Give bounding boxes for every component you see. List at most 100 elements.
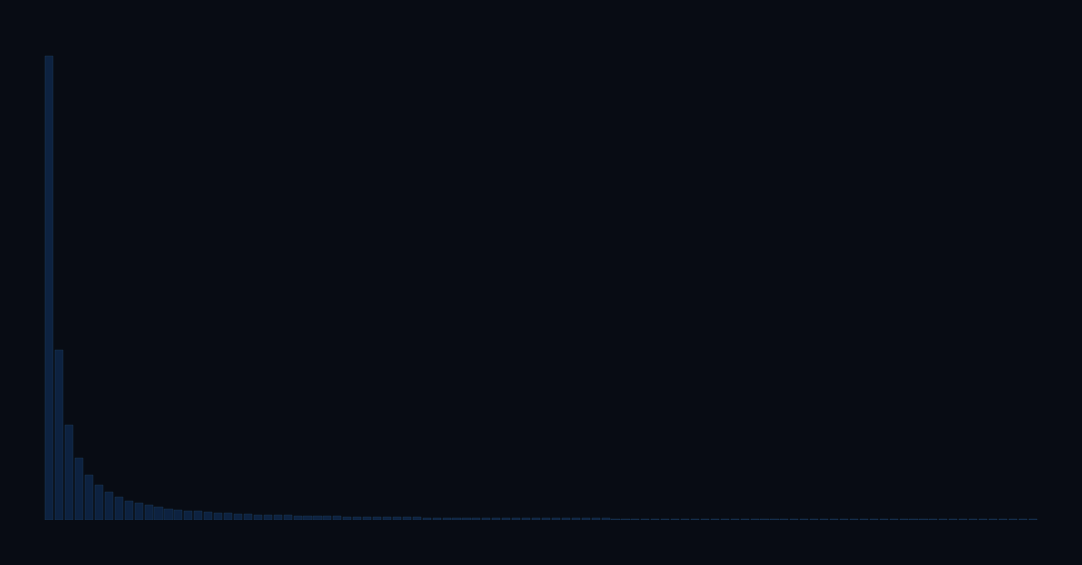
Bar — [423, 518, 431, 520]
Bar — [780, 519, 789, 520]
Bar — [393, 517, 401, 520]
Bar — [115, 497, 123, 520]
Bar — [721, 519, 729, 520]
Bar — [592, 519, 599, 520]
Bar — [473, 518, 480, 520]
Bar — [889, 519, 898, 520]
Bar — [661, 519, 670, 520]
Bar — [55, 350, 63, 520]
Bar — [910, 519, 918, 520]
Bar — [353, 517, 361, 520]
Bar — [243, 514, 252, 520]
Bar — [989, 519, 998, 520]
Bar — [979, 519, 987, 520]
Bar — [611, 519, 620, 520]
Bar — [45, 56, 53, 520]
Bar — [810, 519, 818, 520]
Bar — [343, 516, 352, 520]
Bar — [383, 517, 391, 520]
Bar — [1019, 519, 1027, 520]
Bar — [631, 519, 639, 520]
Bar — [849, 519, 858, 520]
Bar — [234, 514, 242, 520]
Bar — [373, 517, 381, 520]
Bar — [621, 519, 630, 520]
Bar — [65, 425, 74, 520]
Bar — [701, 519, 709, 520]
Bar — [830, 519, 839, 520]
Bar — [204, 512, 212, 520]
Bar — [155, 507, 162, 520]
Bar — [75, 458, 83, 520]
Bar — [293, 516, 302, 520]
Bar — [730, 519, 739, 520]
Bar — [920, 519, 927, 520]
Bar — [711, 519, 718, 520]
Bar — [124, 501, 133, 520]
Bar — [224, 514, 233, 520]
Bar — [324, 516, 331, 520]
Bar — [254, 515, 262, 520]
Bar — [214, 513, 222, 520]
Bar — [105, 492, 113, 520]
Bar — [452, 518, 461, 520]
Bar — [840, 519, 848, 520]
Bar — [333, 516, 342, 520]
Bar — [532, 518, 540, 520]
Bar — [274, 515, 281, 520]
Bar — [95, 485, 103, 520]
Bar — [870, 519, 878, 520]
Bar — [1008, 519, 1017, 520]
Bar — [364, 517, 371, 520]
Bar — [264, 515, 272, 520]
Bar — [483, 518, 490, 520]
Bar — [691, 519, 699, 520]
Bar — [790, 519, 799, 520]
Bar — [582, 519, 590, 520]
Bar — [959, 519, 967, 520]
Bar — [164, 508, 172, 520]
Bar — [443, 518, 451, 520]
Bar — [602, 519, 609, 520]
Bar — [492, 518, 500, 520]
Bar — [512, 518, 520, 520]
Bar — [1029, 519, 1037, 520]
Bar — [522, 518, 530, 520]
Bar — [929, 519, 937, 520]
Bar — [552, 518, 560, 520]
Bar — [860, 519, 868, 520]
Bar — [174, 510, 183, 520]
Bar — [542, 518, 550, 520]
Bar — [651, 519, 659, 520]
Bar — [562, 518, 570, 520]
Bar — [134, 503, 143, 520]
Bar — [880, 519, 888, 520]
Bar — [969, 519, 977, 520]
Bar — [403, 518, 411, 520]
Bar — [999, 519, 1007, 520]
Bar — [145, 506, 153, 520]
Bar — [194, 511, 202, 520]
Bar — [740, 519, 749, 520]
Bar — [642, 519, 649, 520]
Bar — [502, 518, 511, 520]
Bar — [801, 519, 808, 520]
Bar — [761, 519, 768, 520]
Bar — [671, 519, 679, 520]
Bar — [751, 519, 758, 520]
Bar — [939, 519, 948, 520]
Bar — [571, 518, 580, 520]
Bar — [681, 519, 689, 520]
Bar — [84, 475, 93, 520]
Bar — [820, 519, 828, 520]
Bar — [314, 516, 321, 520]
Bar — [433, 518, 440, 520]
Bar — [899, 519, 908, 520]
Bar — [462, 518, 471, 520]
Bar — [949, 519, 958, 520]
Bar — [770, 519, 779, 520]
Bar — [412, 518, 421, 520]
Bar — [303, 516, 312, 520]
Bar — [283, 515, 292, 520]
Bar — [184, 511, 193, 520]
